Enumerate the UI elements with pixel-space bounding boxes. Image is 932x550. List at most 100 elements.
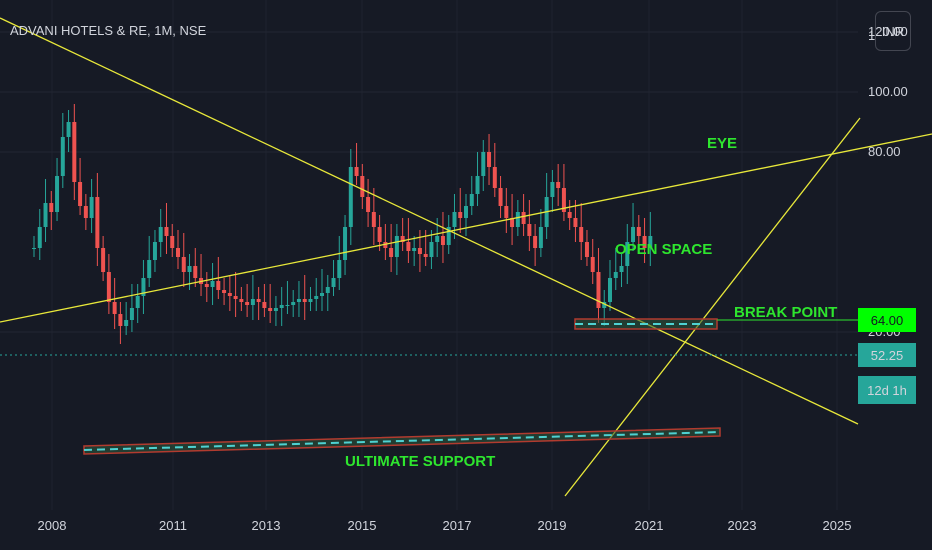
annotation-eye: EYE bbox=[707, 135, 737, 152]
candle-body bbox=[118, 314, 123, 326]
candle-body bbox=[348, 167, 353, 227]
candle-body bbox=[636, 227, 641, 236]
candle-body bbox=[302, 299, 307, 302]
countdown-badge: 12d 1h bbox=[867, 383, 907, 398]
chart-grid bbox=[0, 0, 858, 510]
candle-body bbox=[256, 299, 261, 302]
price-tick-label: 80.00 bbox=[868, 144, 901, 159]
candle-body bbox=[458, 212, 463, 218]
trendline-eye bbox=[0, 133, 932, 323]
last-price-badge: 52.25 bbox=[871, 348, 904, 363]
candlestick-series bbox=[32, 104, 653, 344]
candle-body bbox=[106, 272, 111, 302]
candle-body bbox=[423, 254, 428, 257]
candle-body bbox=[291, 302, 296, 305]
candle-body bbox=[412, 248, 417, 251]
time-tick-label: 2023 bbox=[728, 518, 757, 533]
time-tick-label: 2025 bbox=[823, 518, 852, 533]
candle-body bbox=[446, 227, 451, 245]
candle-body bbox=[176, 248, 180, 257]
candle-body bbox=[112, 302, 117, 314]
time-tick-label: 2011 bbox=[159, 518, 187, 533]
candle-body bbox=[371, 212, 376, 227]
candle-body bbox=[37, 227, 42, 248]
candle-body bbox=[101, 248, 106, 272]
break-level-badge: 64.00 bbox=[871, 313, 904, 328]
candle-body bbox=[250, 299, 255, 305]
candle-body bbox=[561, 188, 566, 212]
candle-body bbox=[608, 278, 612, 302]
countdown-badge-bg bbox=[858, 376, 916, 404]
candle-body bbox=[590, 257, 595, 272]
candle-body bbox=[417, 248, 422, 254]
time-tick-label: 2017 bbox=[443, 518, 472, 533]
annotation-open-space: OPEN SPACE bbox=[615, 241, 712, 258]
candle-body bbox=[550, 182, 555, 197]
candle-body bbox=[43, 203, 48, 227]
candle-body bbox=[245, 302, 250, 305]
candle-body bbox=[233, 296, 238, 299]
candle-body bbox=[533, 236, 538, 248]
currency-button[interactable]: INR bbox=[875, 11, 911, 51]
candle-body bbox=[32, 248, 36, 249]
candle-body bbox=[538, 227, 543, 248]
candle-body bbox=[227, 293, 232, 296]
candle-body bbox=[389, 248, 394, 257]
candle-body bbox=[129, 308, 134, 320]
candle-body bbox=[492, 167, 497, 188]
candle-body bbox=[187, 266, 192, 272]
drawing-layer bbox=[0, 17, 932, 497]
candle-body bbox=[222, 290, 227, 293]
candle-body bbox=[331, 278, 336, 287]
break-level-badge-bg bbox=[858, 308, 916, 332]
scale-top-label: 1 bbox=[868, 28, 875, 43]
candle-body bbox=[469, 194, 474, 206]
symbol-title: ADVANI HOTELS & RE, 1M, NSE bbox=[10, 23, 207, 38]
candle-body bbox=[285, 305, 290, 306]
candle-body bbox=[273, 308, 278, 311]
candle-body bbox=[239, 299, 244, 302]
time-tick-label: 2013 bbox=[252, 518, 281, 533]
candle-body bbox=[320, 293, 324, 296]
candle-body bbox=[296, 299, 301, 302]
candle-body bbox=[216, 281, 221, 290]
candle-body bbox=[268, 308, 273, 311]
candle-body bbox=[521, 212, 526, 224]
candle-body bbox=[394, 236, 399, 257]
last-price-badge-bg bbox=[858, 343, 916, 367]
candle-body bbox=[527, 224, 532, 236]
candle-body bbox=[147, 260, 152, 278]
candle-body bbox=[124, 320, 129, 326]
candle-body bbox=[83, 206, 88, 218]
candle-body bbox=[504, 206, 509, 218]
candle-body bbox=[498, 188, 503, 206]
annotation-ultimate-support: ULTIMATE SUPPORT bbox=[345, 453, 495, 470]
candle-body bbox=[360, 176, 365, 197]
candle-body bbox=[158, 227, 163, 242]
candle-body bbox=[204, 284, 209, 287]
trendline-descending bbox=[0, 17, 859, 425]
candle-body bbox=[406, 242, 411, 251]
candle-body bbox=[567, 212, 572, 218]
candle-body bbox=[325, 287, 330, 293]
candle-body bbox=[625, 242, 630, 266]
candle-body bbox=[262, 302, 267, 308]
candle-body bbox=[164, 227, 169, 236]
candle-body bbox=[181, 257, 186, 272]
candle-body bbox=[573, 218, 578, 227]
candle-body bbox=[78, 182, 83, 206]
time-tick-label: 2015 bbox=[348, 518, 377, 533]
candle-body bbox=[152, 242, 157, 260]
candle-body bbox=[89, 197, 94, 218]
candle-body bbox=[464, 206, 468, 218]
candle-body bbox=[354, 167, 359, 176]
candle-body bbox=[366, 197, 371, 212]
time-tick-label: 2021 bbox=[635, 518, 664, 533]
candle-body bbox=[429, 242, 434, 257]
candle-body bbox=[452, 212, 457, 227]
candle-body bbox=[579, 227, 584, 242]
candle-body bbox=[72, 122, 77, 182]
candle-body bbox=[314, 296, 319, 299]
candle-body bbox=[49, 203, 54, 212]
